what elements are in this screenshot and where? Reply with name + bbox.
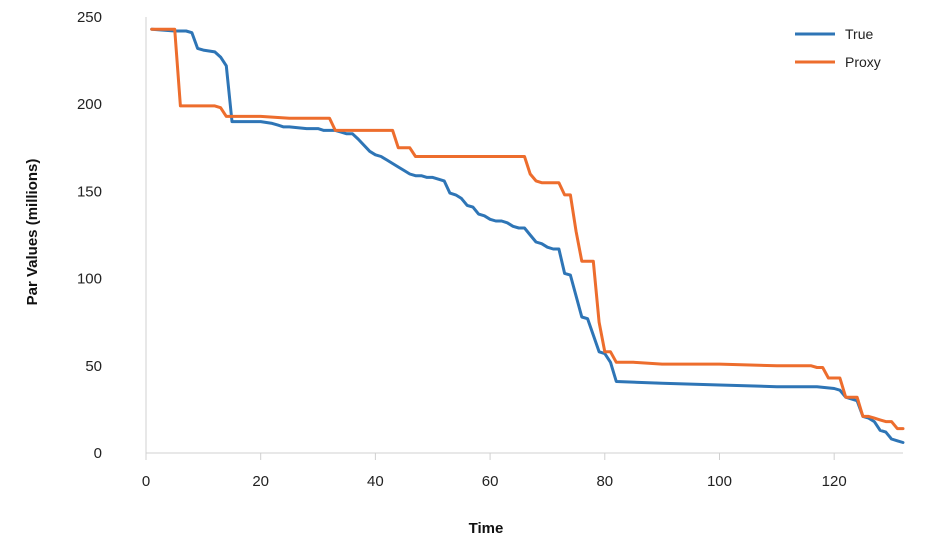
y-axis-title: Par Values (millions) <box>24 159 41 306</box>
x-tick-label: 0 <box>142 473 150 490</box>
series-layer <box>150 27 905 444</box>
y-tick-label: 150 <box>77 183 102 200</box>
x-tick-label: 100 <box>707 473 732 490</box>
x-tick-label: 80 <box>596 473 613 490</box>
x-tick-label: 60 <box>482 473 499 490</box>
series-line-proxy <box>150 27 905 431</box>
x-tick-label: 40 <box>367 473 384 490</box>
y-tick-label: 50 <box>85 358 102 375</box>
x-tick-label: 20 <box>252 473 269 490</box>
y-tick-label: 100 <box>77 271 102 288</box>
y-tick-label: 200 <box>77 96 102 113</box>
x-axis-title: Time <box>469 520 504 537</box>
x-axis: 0 20 40 60 80 100 120 <box>142 452 903 490</box>
y-tick-label: 0 <box>94 445 102 462</box>
legend: True Proxy <box>795 26 881 70</box>
x-tick-label: 120 <box>822 473 847 490</box>
y-axis: 0 50 100 150 200 250 <box>77 9 147 462</box>
y-tick-label: 250 <box>77 9 102 26</box>
series-line-true <box>150 27 905 444</box>
legend-label-proxy: Proxy <box>845 54 881 70</box>
legend-label-true: True <box>845 26 873 42</box>
